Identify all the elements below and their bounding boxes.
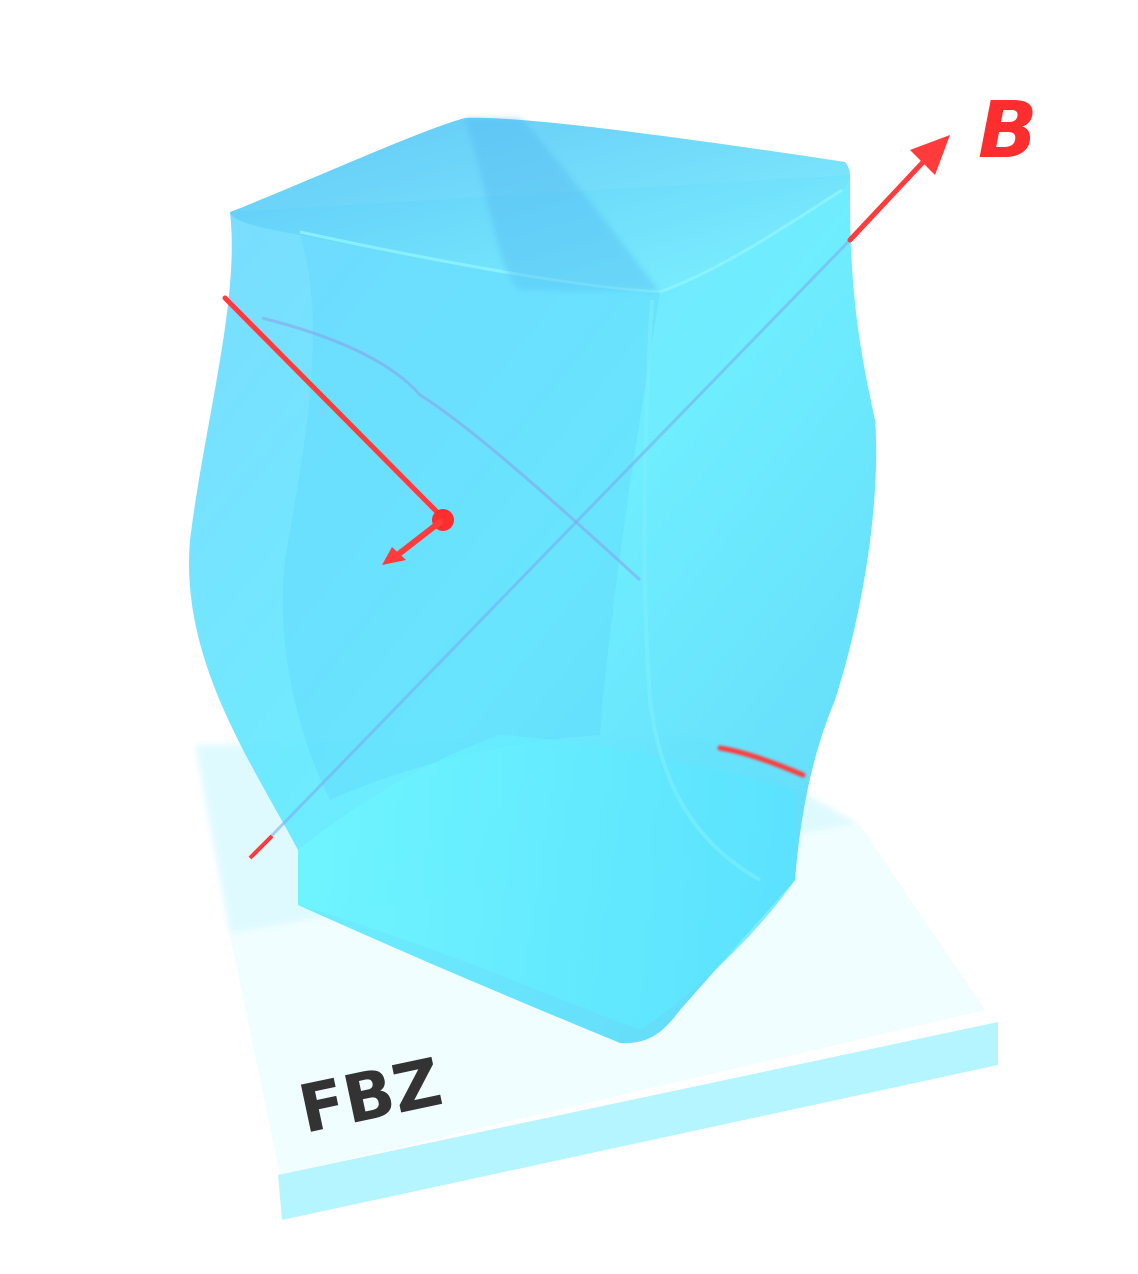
orbit-lower-segment	[717, 745, 806, 778]
magnetic-field-axis	[248, 135, 950, 860]
field-arrowhead	[910, 135, 950, 175]
orbit-front-segment	[222, 295, 443, 518]
velocity-arrow-shaft	[397, 519, 443, 556]
zone-plane-edge	[278, 1022, 998, 1220]
field-label: B	[978, 86, 1037, 176]
orbit-back-segment	[261, 316, 642, 582]
electron-orbit	[222, 295, 806, 778]
field-arrow-shaft	[847, 157, 928, 243]
fermi-surface-bottom-face	[298, 735, 795, 1030]
velocity-arrowhead	[382, 547, 406, 565]
